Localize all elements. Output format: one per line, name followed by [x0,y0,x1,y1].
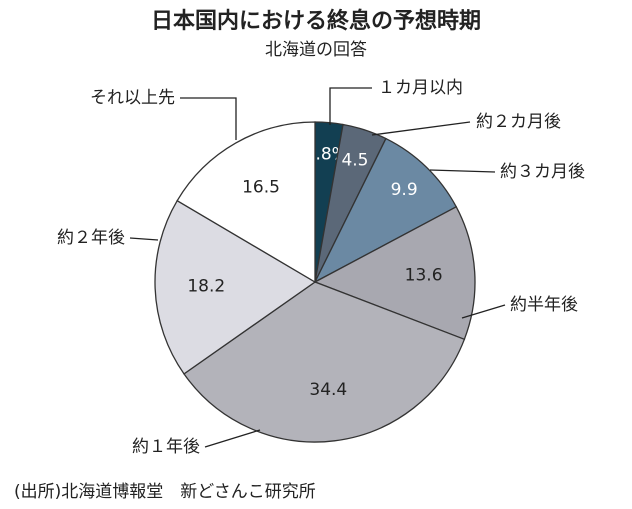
leader-line [204,429,261,448]
chart-subtitle: 北海道の回答 [265,40,367,60]
pie-slice [313,137,458,284]
leader-line [461,304,506,319]
leader-line [180,97,237,140]
category-label: それ以上先 [90,88,175,108]
leader-line [429,169,496,173]
category-label: 約２カ月後 [476,112,561,132]
pie-slice [313,205,476,341]
pie-slice [176,121,316,284]
source-note: (出所)北海道博報堂 新どさんこ研究所 [14,482,316,502]
chart-title: 日本国内における終息の予想時期 [151,8,481,34]
category-label: １カ月以内 [378,78,463,98]
category-label: 約１年後 [132,437,200,457]
value-label: 4.5 [341,150,368,170]
value-label: 34.4 [309,380,347,400]
category-label: 約２年後 [57,228,125,248]
pie-slice [154,199,317,375]
value-label: 9.9 [391,180,418,200]
leader-line [371,121,471,136]
value-label: 16.5 [242,178,280,198]
category-label: 約３カ月後 [500,162,585,182]
leader-line [129,237,159,241]
value-label: 18.2 [187,276,225,296]
value-label: 13.6 [405,265,443,285]
category-label: 約半年後 [510,295,578,315]
leader-line [329,87,372,125]
pie-slice [183,281,466,443]
